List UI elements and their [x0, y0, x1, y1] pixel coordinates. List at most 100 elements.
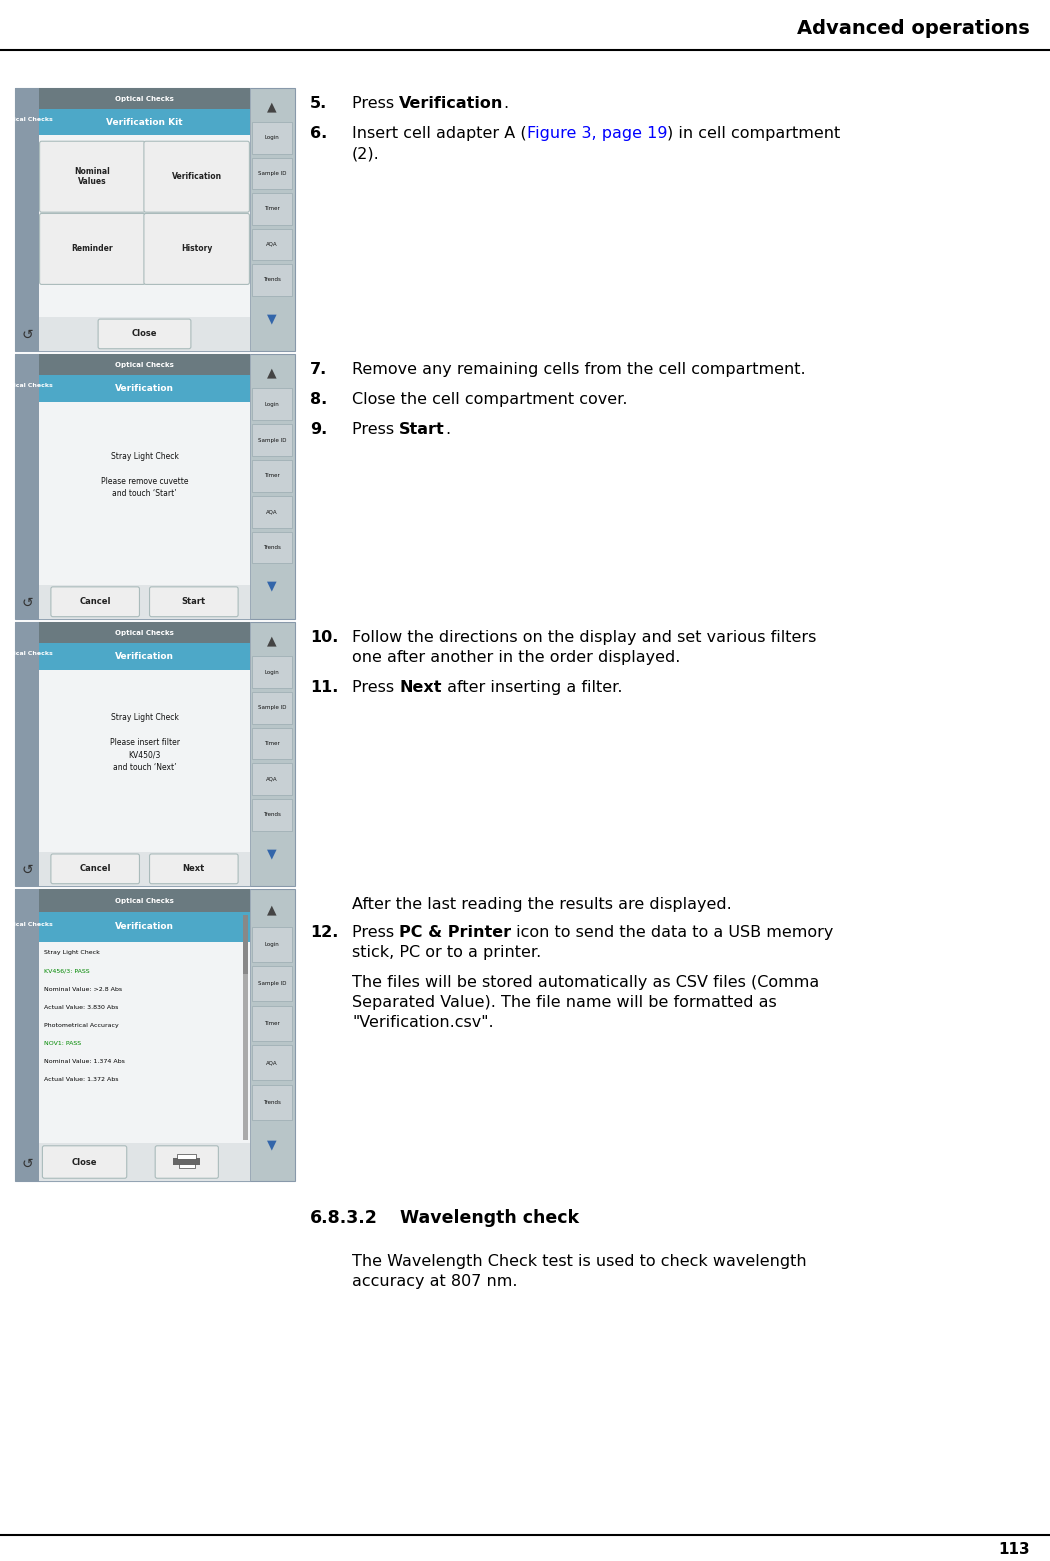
Bar — [252, 763, 292, 795]
Text: Cancel: Cancel — [80, 598, 111, 606]
Text: Press: Press — [352, 421, 399, 437]
Text: Reminder: Reminder — [71, 245, 113, 253]
Text: Remove any remaining cells from the cell compartment.: Remove any remaining cells from the cell… — [352, 362, 805, 378]
Text: accuracy at 807 nm.: accuracy at 807 nm. — [352, 1274, 518, 1289]
Text: Close the cell compartment cover.: Close the cell compartment cover. — [352, 392, 628, 407]
Text: Optical Checks: Optical Checks — [1, 384, 52, 389]
Bar — [15, 87, 39, 351]
Text: Trends: Trends — [264, 1099, 281, 1105]
Bar — [39, 643, 250, 670]
Text: ▼: ▼ — [268, 848, 277, 860]
Bar — [252, 1085, 292, 1119]
Text: Timer: Timer — [265, 473, 280, 478]
Text: ↺: ↺ — [21, 863, 33, 877]
Bar — [39, 912, 250, 941]
Text: Insert cell adapter A (: Insert cell adapter A ( — [352, 126, 527, 140]
Bar — [252, 1046, 292, 1080]
Bar — [244, 944, 248, 1140]
Text: 10.: 10. — [310, 631, 338, 645]
Text: Verification: Verification — [116, 652, 174, 660]
Text: icon to send the data to a USB memory: icon to send the data to a USB memory — [511, 926, 834, 940]
Text: Sample ID: Sample ID — [258, 437, 287, 443]
Text: KV456/3: PASS: KV456/3: PASS — [44, 968, 90, 974]
Bar — [252, 656, 292, 688]
Bar — [15, 621, 39, 887]
Bar — [252, 229, 292, 261]
Bar — [15, 890, 39, 1182]
Text: ▼: ▼ — [268, 1138, 277, 1152]
FancyBboxPatch shape — [40, 214, 145, 284]
Text: (2).: (2). — [352, 147, 380, 161]
Text: History: History — [181, 245, 212, 253]
Bar — [39, 941, 250, 1182]
Text: Optical Checks: Optical Checks — [1, 921, 52, 927]
Text: one after another in the order displayed.: one after another in the order displayed… — [352, 649, 680, 665]
Text: 7.: 7. — [310, 362, 328, 378]
Bar — [252, 460, 292, 492]
Text: PC & Printer: PC & Printer — [399, 926, 511, 940]
Bar — [252, 122, 292, 153]
FancyBboxPatch shape — [50, 854, 140, 884]
Text: Stray Light Check

Please remove cuvette
and touch ‘Start’: Stray Light Check Please remove cuvette … — [101, 451, 188, 498]
Bar — [178, 1165, 194, 1168]
FancyBboxPatch shape — [149, 587, 238, 617]
FancyBboxPatch shape — [149, 854, 238, 884]
Text: ▲: ▲ — [268, 100, 277, 112]
Text: The Wavelength Check test is used to check wavelength: The Wavelength Check test is used to che… — [352, 1253, 806, 1269]
FancyBboxPatch shape — [155, 1146, 218, 1179]
Bar — [39, 136, 250, 351]
Bar — [244, 915, 248, 974]
Text: Actual Value: 3.830 Abs: Actual Value: 3.830 Abs — [44, 1005, 119, 1010]
Text: Optical Checks: Optical Checks — [116, 629, 174, 635]
Text: ↺: ↺ — [21, 1157, 33, 1171]
Text: Nominal Value: >2.8 Abs: Nominal Value: >2.8 Abs — [44, 987, 123, 991]
Bar — [252, 927, 292, 962]
FancyBboxPatch shape — [144, 140, 250, 212]
FancyBboxPatch shape — [98, 318, 191, 348]
Bar — [15, 890, 295, 1182]
Text: Login: Login — [265, 670, 279, 674]
Bar — [173, 1158, 201, 1165]
Bar — [15, 87, 295, 351]
Text: Stray Light Check

Please insert filter
KV450/3
and touch ‘Next’: Stray Light Check Please insert filter K… — [109, 713, 180, 771]
Bar — [252, 799, 292, 830]
Text: Press: Press — [352, 681, 399, 695]
Text: NOV1: PASS: NOV1: PASS — [44, 1041, 82, 1046]
Text: Login: Login — [265, 941, 279, 948]
Text: 12.: 12. — [310, 926, 338, 940]
Text: ▲: ▲ — [268, 902, 277, 916]
Text: Optical Checks: Optical Checks — [116, 898, 174, 904]
Text: Press: Press — [352, 95, 399, 111]
Bar — [252, 966, 292, 1002]
Text: Sample ID: Sample ID — [258, 172, 287, 176]
Text: Start: Start — [182, 598, 206, 606]
Text: Start: Start — [399, 421, 445, 437]
Text: Timer: Timer — [265, 206, 280, 211]
Bar — [39, 87, 250, 109]
Bar — [15, 354, 295, 620]
Text: Next: Next — [399, 681, 442, 695]
Bar — [252, 389, 292, 420]
Text: The files will be stored automatically as CSV files (Comma: The files will be stored automatically a… — [352, 976, 819, 990]
Bar — [252, 194, 292, 225]
Text: Stray Light Check: Stray Light Check — [44, 951, 101, 955]
Text: Optical Checks: Optical Checks — [116, 362, 174, 367]
Text: AQA: AQA — [267, 776, 278, 782]
Text: ▼: ▼ — [268, 312, 277, 325]
Text: Actual Value: 1.372 Abs: Actual Value: 1.372 Abs — [44, 1077, 119, 1082]
Bar — [39, 354, 250, 620]
Text: 11.: 11. — [310, 681, 338, 695]
Text: 8.: 8. — [310, 392, 328, 407]
Bar — [252, 425, 292, 456]
Text: Verification: Verification — [116, 923, 174, 932]
Text: Separated Value). The file name will be formatted as: Separated Value). The file name will be … — [352, 994, 777, 1010]
Text: Close: Close — [131, 329, 158, 339]
Text: Verification: Verification — [171, 172, 222, 181]
Text: Close: Close — [71, 1158, 98, 1166]
Text: "Verification.csv".: "Verification.csv". — [352, 1015, 493, 1030]
Text: 6.8.3.2: 6.8.3.2 — [310, 1210, 378, 1227]
Text: Wavelength check: Wavelength check — [400, 1210, 579, 1227]
FancyBboxPatch shape — [50, 587, 140, 617]
Text: Verification Kit: Verification Kit — [106, 117, 183, 126]
Text: .: . — [445, 421, 450, 437]
